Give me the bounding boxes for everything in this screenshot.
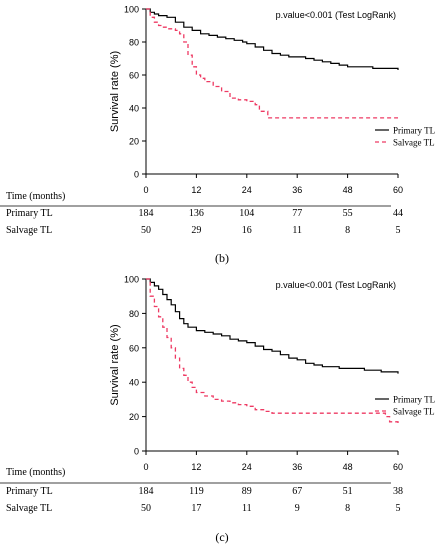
x-tick-label: 24 xyxy=(242,185,252,195)
risk-table-cell: 5 xyxy=(396,503,401,514)
y-tick-label: 100 xyxy=(124,5,139,15)
risk-table-header: Time (months) xyxy=(6,467,65,478)
risk-table-cell: 29 xyxy=(191,225,201,236)
x-tick-label: 0 xyxy=(143,462,148,472)
risk-table-cell: 5 xyxy=(396,225,401,236)
risk-table-cell: 8 xyxy=(345,225,350,236)
panel-label: (c) xyxy=(215,530,228,544)
y-tick-label: 80 xyxy=(129,38,139,48)
x-tick-label: 12 xyxy=(191,185,201,195)
risk-table-row-label: Primary TL xyxy=(6,208,53,219)
x-tick-label: 48 xyxy=(343,185,353,195)
risk-table-header: Time (months) xyxy=(6,191,65,202)
risk-table-cell: 119 xyxy=(189,486,204,497)
risk-table-cell: 55 xyxy=(343,208,353,219)
logrank-annotation: p.value<0.001 (Test LogRank) xyxy=(276,280,396,290)
y-tick-label: 60 xyxy=(129,71,139,81)
x-tick-label: 0 xyxy=(143,185,148,195)
x-tick-label: 48 xyxy=(343,462,353,472)
y-axis-label: Survival rate (%) xyxy=(109,324,121,405)
chart-panel: 0 20 40 60 80 100 0 12 24 36 48 60 Survival rate (%)… xyxy=(0,275,435,544)
logrank-annotation: p.value<0.001 (Test LogRank) xyxy=(276,10,396,20)
risk-table-cell: 104 xyxy=(239,208,254,219)
y-tick-label: 40 xyxy=(129,378,139,388)
risk-table-cell: 77 xyxy=(292,208,302,219)
risk-table-cell: 50 xyxy=(141,225,151,236)
risk-table-cell: 38 xyxy=(393,486,403,497)
y-tick-label: 20 xyxy=(129,137,139,147)
risk-table-cell: 184 xyxy=(139,486,154,497)
risk-table-cell: 8 xyxy=(345,503,350,514)
y-tick-label: 20 xyxy=(129,412,139,422)
risk-table-cell: 67 xyxy=(292,486,302,497)
risk-table-cell: 9 xyxy=(295,503,300,514)
y-tick-label: 0 xyxy=(134,447,139,457)
risk-table-cell: 184 xyxy=(139,208,154,219)
legend-entry: Primary TL xyxy=(393,126,435,136)
series-line-primary xyxy=(146,8,399,70)
risk-table-row-label: Salvage TL xyxy=(6,503,52,514)
x-tick-label: 24 xyxy=(242,462,252,472)
risk-table-cell: 51 xyxy=(343,486,353,497)
legend-entry: Primary TL xyxy=(393,395,435,405)
risk-table-cell: 11 xyxy=(242,503,252,514)
risk-table-row-label: Primary TL xyxy=(6,486,53,497)
y-tick-label: 80 xyxy=(129,309,139,319)
legend-entry: Salvage TL xyxy=(393,407,435,417)
x-tick-label: 60 xyxy=(393,185,403,195)
x-tick-label: 36 xyxy=(292,462,302,472)
panel-label: (b) xyxy=(215,251,229,265)
x-tick-label: 60 xyxy=(393,462,403,472)
risk-table-cell: 16 xyxy=(242,225,252,236)
risk-table-cell: 17 xyxy=(191,503,201,514)
risk-table-cell: 11 xyxy=(292,225,302,236)
x-tick-label: 12 xyxy=(191,462,201,472)
x-tick-label: 36 xyxy=(292,185,302,195)
legend-entry: Salvage TL xyxy=(393,138,435,148)
risk-table-row-label: Salvage TL xyxy=(6,225,52,236)
chart-panel: 0 20 40 60 80 100 0 12 24 36 48 60 Survival rate (%)… xyxy=(0,5,435,265)
y-tick-label: 100 xyxy=(124,275,139,285)
series-line-salvage xyxy=(146,8,398,119)
y-tick-label: 0 xyxy=(134,170,139,180)
y-axis-label: Survival rate (%) xyxy=(109,51,121,132)
y-tick-label: 60 xyxy=(129,343,139,353)
risk-table-cell: 44 xyxy=(393,208,403,219)
series-line-primary xyxy=(146,278,399,374)
risk-table-cell: 50 xyxy=(141,503,151,514)
y-tick-label: 40 xyxy=(129,104,139,114)
risk-table-cell: 136 xyxy=(189,208,204,219)
risk-table-cell: 89 xyxy=(242,486,252,497)
